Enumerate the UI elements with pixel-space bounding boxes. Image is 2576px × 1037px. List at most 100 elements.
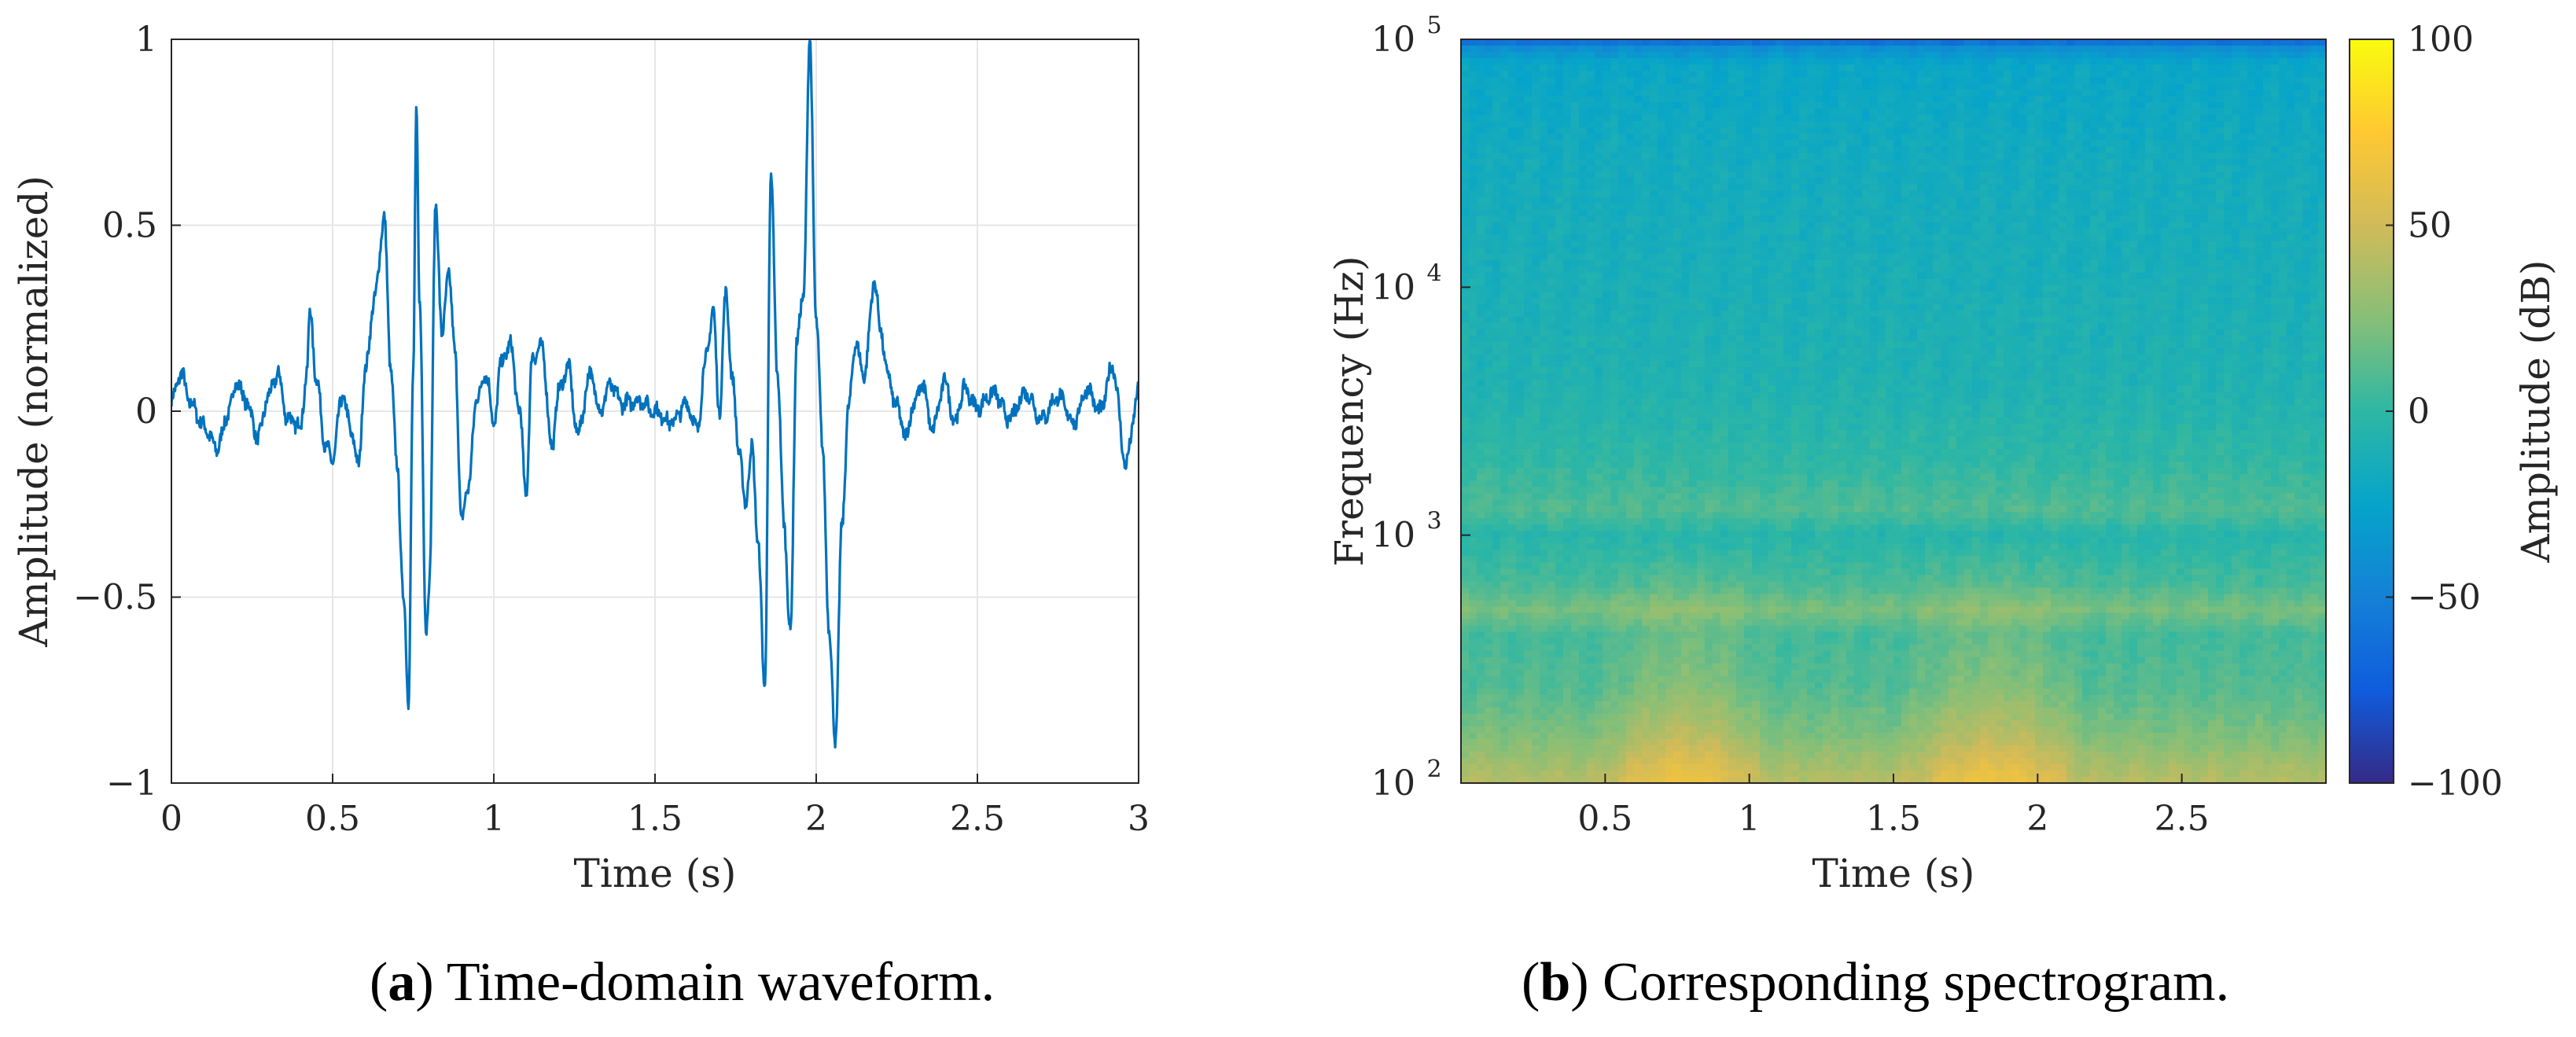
spectrogram-cell [1752, 165, 1761, 172]
spectrogram-cell [2279, 184, 2287, 192]
spectrogram-cell [2263, 58, 2272, 65]
spectrogram-cell [1783, 83, 1792, 90]
spectrogram-cell [2035, 310, 2044, 318]
spectrogram-cell [1477, 108, 1485, 116]
spectrogram-cell [1555, 297, 1564, 305]
spectrogram-cell [1815, 146, 1823, 153]
spectrogram-cell [2066, 190, 2075, 198]
spectrogram-cell [2074, 134, 2083, 141]
spectrogram-cell [1610, 153, 1619, 160]
spectrogram-cell [1689, 159, 1698, 166]
spectrogram-cell [1626, 127, 1635, 134]
spectrogram-cell [2122, 159, 2130, 166]
spectrogram-cell [2232, 171, 2240, 178]
spectrogram-cell [1469, 253, 1478, 261]
spectrogram-cell [1807, 108, 1816, 116]
spectrogram-cell [2035, 278, 2044, 286]
spectrogram-cell [2200, 121, 2209, 128]
spectrogram-cell [2106, 146, 2114, 153]
spectrogram-cell [1925, 121, 1934, 128]
spectrogram-cell [1964, 278, 1973, 286]
spectrogram-cell [1516, 58, 1525, 65]
spectrogram-cell [1689, 234, 1698, 242]
spectrogram-cell [2294, 241, 2303, 248]
spectrogram-cell [2294, 127, 2303, 134]
spectrogram-cell [2192, 83, 2201, 90]
spectrogram-cell [1831, 234, 1839, 242]
spectrogram-cell [2216, 241, 2225, 248]
spectrogram-cell [1996, 253, 2004, 261]
spectrogram-cell [1760, 64, 1768, 72]
spectrogram-cell [2074, 259, 2083, 267]
spectrogram-cell [1547, 215, 1556, 223]
spectrogram-cell [1634, 96, 1643, 103]
spectrogram-cell [1508, 153, 1517, 160]
spectrogram-cell [2122, 127, 2130, 134]
spectrogram-cell [2310, 285, 2319, 292]
spectrogram-cell [2027, 303, 2036, 311]
spectrogram-cell [1650, 278, 1658, 286]
spectrogram-cell [2208, 58, 2217, 65]
spectrogram-cell [1949, 115, 1957, 122]
spectrogram-cell [1831, 266, 1839, 274]
spectrogram-cell [1964, 197, 1973, 204]
spectrogram-cell [1547, 278, 1556, 286]
spectrogram-cell [1909, 153, 1918, 160]
spectrogram-cell [1901, 272, 1910, 280]
spectrogram-cell [2271, 222, 2280, 230]
spectrogram-cell [1776, 184, 1784, 192]
spectrogram-cell [1878, 127, 1886, 134]
spectrogram-cell [1720, 291, 1729, 299]
spectrogram-cell [2263, 228, 2272, 236]
spectrogram-cell [1720, 46, 1729, 53]
spectrogram-cell [1752, 266, 1761, 274]
spectrogram-cell [1603, 96, 1611, 103]
spectrogram-cell [1689, 310, 1698, 318]
spectrogram-cell [2279, 253, 2287, 261]
spectrogram-cell [1540, 291, 1548, 299]
spectrogram-cell [1846, 190, 1855, 198]
spectrogram-cell [2145, 83, 2154, 90]
spectrogram-cell [1587, 247, 1595, 255]
spectrogram-cell [1697, 190, 1706, 198]
spectrogram-cell [1673, 253, 1682, 261]
spectrogram-cell [1925, 266, 1934, 274]
spectrogram-cell [2255, 190, 2264, 198]
spectrogram-cell [2184, 241, 2193, 248]
spectrogram-cell [1823, 115, 1831, 122]
spectrogram-cell [1547, 222, 1556, 230]
spectrogram-cell [1681, 310, 1690, 318]
spectrogram-cell [1469, 171, 1478, 178]
spectrogram-cell [1524, 247, 1533, 255]
spectrogram-cell [1618, 146, 1627, 153]
spectrogram-cell [1713, 285, 1721, 292]
spectrogram-cell [2137, 127, 2146, 134]
spectrogram-cell [2066, 153, 2075, 160]
spectrogram-cell [2302, 259, 2311, 267]
spectrogram-cell [1760, 253, 1768, 261]
spectrogram-cell [2177, 310, 2185, 318]
spectrogram-cell [2145, 121, 2154, 128]
spectrogram-cell [1807, 247, 1816, 255]
spectrogram-cell [1854, 64, 1863, 72]
spectrogram-cell [1689, 184, 1698, 192]
spectrogram-cell [1933, 140, 1941, 147]
spectrogram-cell [1713, 178, 1721, 185]
spectrogram-cell [2255, 153, 2264, 160]
spectrogram-cell [2247, 83, 2256, 90]
spectrogram-cell [2232, 259, 2240, 267]
spectrogram-cell [2247, 291, 2256, 299]
spectrogram-cell [2122, 71, 2130, 78]
spectrogram-cell [1870, 134, 1879, 141]
spectrogram-cell [1547, 108, 1556, 116]
spectrogram-cell [2004, 52, 2012, 59]
spectrogram-cell [2019, 272, 2028, 280]
spectrogram-cell [2090, 278, 2099, 286]
spectrogram-cell [2294, 272, 2303, 280]
spectrogram-cell [2271, 83, 2280, 90]
spectrogram-cell [1776, 153, 1784, 160]
spectrogram-cell [1697, 316, 1706, 324]
spectrogram-cell [1996, 83, 2004, 90]
spectrogram-cell [2122, 215, 2130, 223]
spectrogram-cell [1846, 215, 1855, 223]
